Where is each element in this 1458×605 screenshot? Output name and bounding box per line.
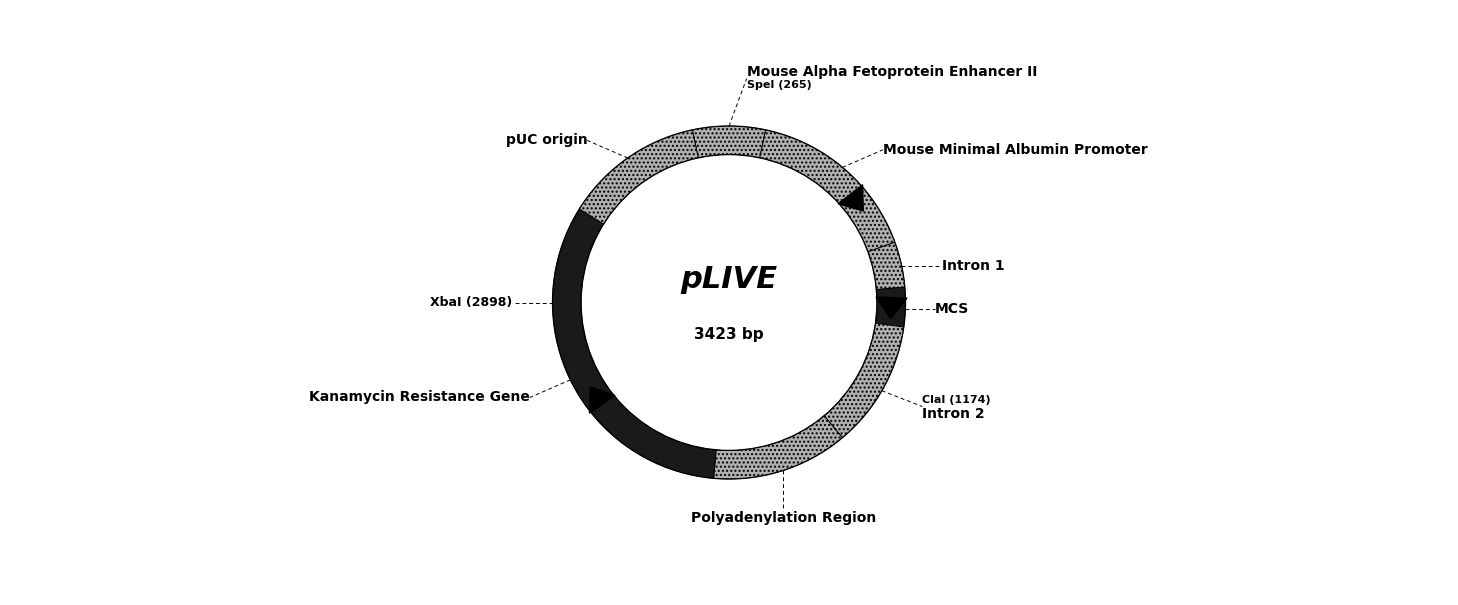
Polygon shape xyxy=(838,185,863,211)
Text: Polyadenylation Region: Polyadenylation Region xyxy=(691,511,876,525)
Text: pLIVE: pLIVE xyxy=(681,265,777,294)
Polygon shape xyxy=(876,297,907,319)
Text: 3423 bp: 3423 bp xyxy=(694,327,764,342)
Wedge shape xyxy=(579,130,698,224)
Wedge shape xyxy=(824,323,904,437)
Text: SpeI (265): SpeI (265) xyxy=(746,80,812,90)
Text: Mouse Minimal Albumin Promoter: Mouse Minimal Albumin Promoter xyxy=(884,143,1147,157)
Wedge shape xyxy=(760,130,895,252)
Text: Intron 2: Intron 2 xyxy=(923,407,984,420)
Wedge shape xyxy=(868,242,904,290)
Wedge shape xyxy=(713,416,843,479)
Text: Mouse Alpha Fetoprotein Enhancer II: Mouse Alpha Fetoprotein Enhancer II xyxy=(746,65,1037,79)
Text: Kanamycin Resistance Gene: Kanamycin Resistance Gene xyxy=(309,390,531,404)
Text: pUC origin: pUC origin xyxy=(506,134,588,148)
Polygon shape xyxy=(589,387,615,413)
Text: ClaI (1174): ClaI (1174) xyxy=(923,394,991,405)
Wedge shape xyxy=(876,287,905,327)
Wedge shape xyxy=(693,126,765,158)
Wedge shape xyxy=(553,209,716,478)
Text: Intron 1: Intron 1 xyxy=(942,259,1005,273)
Text: MCS: MCS xyxy=(935,302,970,316)
Text: XbaI (2898): XbaI (2898) xyxy=(430,296,512,309)
